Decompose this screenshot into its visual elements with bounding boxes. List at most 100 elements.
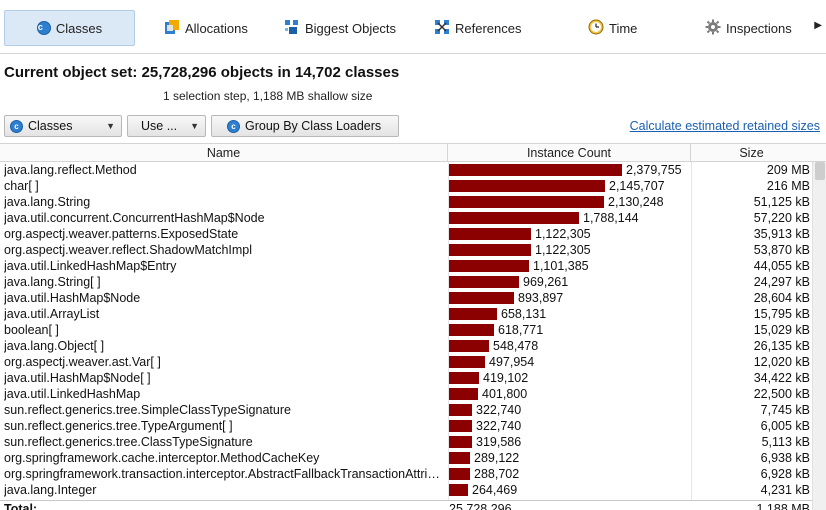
instance-count-bar — [449, 164, 622, 176]
class-name-cell: org.aspectj.weaver.reflect.ShadowMatchIm… — [4, 243, 253, 257]
size-cell: 12,020 kB — [753, 355, 810, 369]
instance-count-bar — [449, 276, 519, 288]
size-cell: 22,500 kB — [753, 387, 810, 401]
table-row[interactable]: org.springframework.cache.interceptor.Me… — [0, 450, 812, 466]
table-row[interactable]: java.util.HashMap$Node[ ] 419,102 34,422 k… — [0, 370, 812, 386]
instance-count-bar — [449, 292, 514, 304]
instance-count-bar — [449, 228, 531, 240]
instance-count-label: 497,954 — [489, 355, 535, 369]
class-loader-icon: c — [227, 119, 240, 133]
instance-count-cell: 893,897 — [449, 290, 691, 306]
instance-count-bar — [449, 420, 472, 432]
table-row[interactable]: java.util.LinkedHashMap 401,800 22,500 kB — [0, 386, 812, 402]
class-name-cell: org.springframework.cache.interceptor.Me… — [4, 451, 320, 465]
tab-biggest-objects-label: Biggest Objects — [305, 20, 397, 36]
instance-count-cell: 322,740 — [449, 402, 691, 418]
scrollbar-thumb[interactable] — [815, 162, 825, 180]
instance-count-cell: 2,379,755 — [449, 162, 691, 178]
view-tabs: c Classes Allocations Biggest Objects Re… — [0, 0, 826, 54]
tab-references[interactable]: References — [434, 10, 521, 46]
instance-count-cell: 264,469 — [449, 482, 691, 498]
table-row[interactable]: java.lang.Object[ ] 548,478 26,135 kB — [0, 338, 812, 354]
size-cell: 57,220 kB — [753, 211, 810, 225]
instance-count-bar — [449, 196, 604, 208]
instance-count-label: 322,740 — [476, 403, 522, 417]
group-by-class-loaders-button[interactable]: c Group By Class Loaders — [211, 115, 399, 137]
size-cell: 4,231 kB — [760, 483, 810, 497]
object-set-summary: 1 selection step, 1,188 MB shallow size — [163, 89, 373, 103]
tab-biggest-objects[interactable]: Biggest Objects — [284, 10, 396, 46]
table-row[interactable]: char[ ] 2,145,707 216 MB — [0, 178, 812, 194]
table-row[interactable]: java.lang.Integer 264,469 4,231 kB — [0, 482, 812, 498]
column-header-size[interactable]: Size — [739, 146, 764, 160]
more-tabs-arrow-icon[interactable]: ▶ — [814, 20, 822, 31]
table-row[interactable]: org.aspectj.weaver.patterns.ExposedState… — [0, 226, 812, 242]
class-name-cell: java.lang.String — [4, 195, 91, 209]
view-select[interactable]: c Classes ▼ — [4, 115, 122, 137]
calculate-retained-sizes-link[interactable]: Calculate estimated retained sizes — [629, 119, 820, 133]
instance-count-label: 548,478 — [493, 339, 539, 353]
size-cell: 28,604 kB — [753, 291, 810, 305]
size-cell: 35,913 kB — [753, 227, 810, 241]
instance-count-label: 401,800 — [482, 387, 528, 401]
table-row[interactable]: boolean[ ] 618,771 15,029 kB — [0, 322, 812, 338]
size-cell: 6,005 kB — [760, 419, 810, 433]
tab-time-label: Time — [609, 20, 638, 36]
column-divider — [448, 162, 449, 510]
size-cell: 5,113 kB — [761, 435, 810, 449]
table-row[interactable]: java.lang.String[ ] 969,261 24,297 kB — [0, 274, 812, 290]
instance-count-bar — [449, 484, 468, 496]
instance-count-label: 419,102 — [483, 371, 529, 385]
instance-count-cell: 401,800 — [449, 386, 691, 402]
instance-count-label: 289,122 — [474, 451, 520, 465]
tab-inspections[interactable]: Inspections — [705, 10, 792, 46]
table-row[interactable]: org.springframework.transaction.intercep… — [0, 466, 812, 482]
table-row[interactable]: sun.reflect.generics.tree.TypeArgument[ … — [0, 418, 812, 434]
instance-count-cell: 1,122,305 — [449, 226, 691, 242]
tab-allocations-label: Allocations — [185, 20, 248, 36]
table-row[interactable]: sun.reflect.generics.tree.ClassTypeSigna… — [0, 434, 812, 450]
class-name-cell: java.lang.reflect.Method — [4, 163, 137, 177]
table-row[interactable]: org.aspectj.weaver.reflect.ShadowMatchIm… — [0, 242, 812, 258]
class-name-cell: java.util.ArrayList — [4, 307, 100, 321]
tab-allocations[interactable]: Allocations — [164, 10, 248, 46]
size-cell: 53,870 kB — [753, 243, 810, 257]
column-header-instance-count[interactable]: Instance Count — [448, 144, 691, 162]
table-row[interactable]: org.aspectj.weaver.ast.Var[ ] 497,954 12,0… — [0, 354, 812, 370]
instance-count-label: 319,586 — [476, 435, 522, 449]
use-button[interactable]: Use ... ▼ — [127, 115, 206, 137]
table-row[interactable]: sun.reflect.generics.tree.SimpleClassTyp… — [0, 402, 812, 418]
total-row: Total: 25,728,296 1,188 MB — [0, 500, 812, 510]
class-name-cell: sun.reflect.generics.tree.ClassTypeSigna… — [4, 435, 253, 449]
instance-count-label: 322,740 — [476, 419, 522, 433]
instance-count-label: 618,771 — [498, 323, 544, 337]
instance-count-label: 969,261 — [523, 275, 569, 289]
instance-count-label: 2,130,248 — [608, 195, 664, 209]
size-cell: 51,125 kB — [753, 195, 810, 209]
table-row[interactable]: java.lang.reflect.Method 2,379,755 209 MB — [0, 162, 812, 178]
class-name-cell: boolean[ ] — [4, 323, 59, 337]
size-cell: 24,297 kB — [753, 275, 810, 289]
instance-count-label: 1,122,305 — [535, 227, 591, 241]
table-row[interactable]: java.util.concurrent.ConcurrentHashMap$N… — [0, 210, 812, 226]
table-row[interactable]: java.util.HashMap$Node 893,897 28,604 kB — [0, 290, 812, 306]
biggest-objects-icon — [284, 19, 300, 38]
tab-classes[interactable]: c Classes — [4, 10, 135, 46]
class-name-cell: char[ ] — [4, 179, 39, 193]
tab-references-label: References — [455, 20, 522, 36]
vertical-scrollbar[interactable] — [812, 162, 826, 510]
table-row[interactable]: java.util.ArrayList 658,131 15,795 kB — [0, 306, 812, 322]
column-header-name[interactable]: Name — [0, 144, 448, 162]
instance-count-cell: 289,122 — [449, 450, 691, 466]
table-row[interactable]: java.util.LinkedHashMap$Entry 1,101,385 44… — [0, 258, 812, 274]
tab-time[interactable]: Time — [588, 10, 637, 46]
instance-count-bar — [449, 212, 579, 224]
instance-count-cell: 2,130,248 — [449, 194, 691, 210]
instance-count-bar — [449, 180, 605, 192]
time-icon — [588, 19, 604, 38]
table-row[interactable]: java.lang.String 2,130,248 51,125 kB — [0, 194, 812, 210]
instance-count-cell: 497,954 — [449, 354, 691, 370]
class-name-cell: java.util.LinkedHashMap$Entry — [4, 259, 177, 273]
instance-count-bar — [449, 324, 494, 336]
size-cell: 44,055 kB — [753, 259, 810, 273]
